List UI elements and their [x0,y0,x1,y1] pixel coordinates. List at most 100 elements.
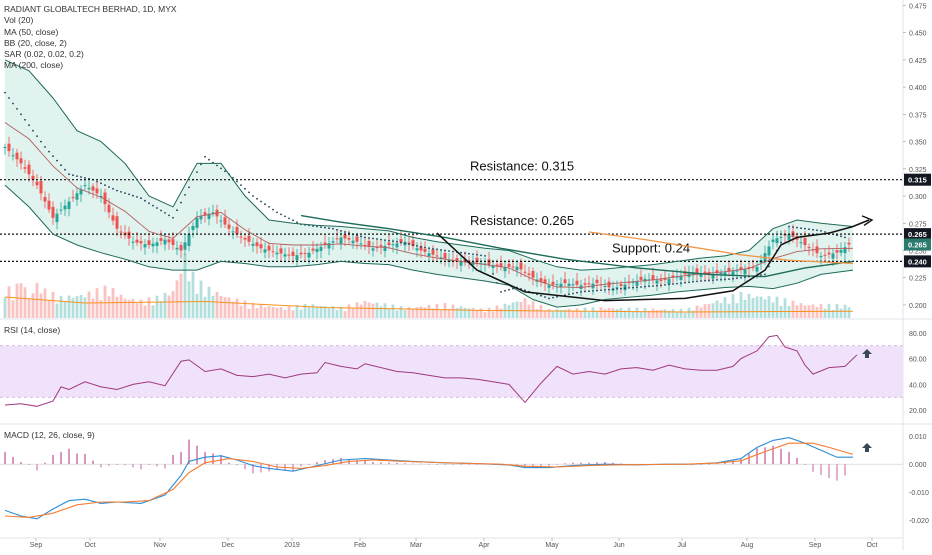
sar-dot [704,279,706,282]
sar-dot [256,197,258,200]
macd-histogram-bar [308,464,310,465]
volume-bar [315,306,319,318]
sar-dot [492,273,494,275]
candle-body [767,246,771,256]
sar-dot [292,219,294,222]
candle-body [79,189,83,195]
volume-bar [367,302,371,318]
candle-body [207,213,211,219]
volume-bar [755,296,759,318]
candle-body [731,271,735,275]
volume-bar [595,310,599,318]
macd-histogram-bar [724,462,726,465]
symbol-title[interactable]: RADIANT GLOBALTECH BERHAD, 1D, MYX [4,4,177,14]
candle-body [343,234,347,239]
volume-bar [707,304,711,318]
sar-dot [280,213,282,216]
candle-body [715,270,719,274]
sar-dot [108,186,110,188]
volume-bar [543,311,547,318]
volume-bar [679,308,683,318]
price-tick-label: 0.250 [909,248,927,255]
volume-bar [415,307,419,318]
sar-dot [816,229,818,232]
volume-bar [611,308,615,318]
sar-dot [32,129,34,132]
candle-body [563,279,567,284]
volume-bar [327,308,331,318]
sar-dot [168,214,170,217]
macd-histogram-bar [228,462,230,465]
volume-bar [655,310,659,318]
volume-bar [799,303,803,318]
candle-body [255,242,259,247]
volume-bar [195,293,199,318]
macd-histogram-bar [452,464,454,465]
sar-dot [20,113,22,116]
candle-body [323,242,327,245]
candle-body [551,281,555,285]
sar-dot [684,281,686,284]
volume-bar [479,308,483,318]
price-tick-label: 0.200 [909,303,927,310]
sar-dot [156,207,158,209]
indicator-bb-label[interactable]: BB (20, close, 2) [4,37,67,48]
macd-histogram-bar [548,464,550,466]
sar-dot [320,226,322,229]
macd-histogram-bar [52,455,54,465]
sar-dot [40,140,42,143]
candle-body [315,248,319,253]
sar-dot [620,287,622,290]
indicator-vol-label[interactable]: Vol (20) [4,15,34,26]
candle-body [539,278,543,282]
candle-body [331,241,335,243]
rsi-legend[interactable]: RSI (14, close) [4,325,61,335]
indicator-ma200-label[interactable]: MA (200, close) [4,60,64,71]
candle-body [159,238,163,241]
sar-dot [644,285,646,288]
candle-body [311,248,315,251]
sar-dot [624,287,626,290]
candle-body [511,266,515,268]
sar-dot [460,251,462,254]
macd-legend[interactable]: MACD (12, 26, close, 9) [4,430,95,440]
price-tick-label: 0.475 [909,3,927,10]
candle-body [559,283,563,288]
sar-dot [648,285,650,288]
macd-histogram-bar [316,462,318,465]
volume-bar [339,306,343,318]
candle-body [603,285,607,287]
sar-dot [668,283,670,286]
macd-histogram-bar [236,464,238,466]
volume-bar [267,306,271,318]
price-badge-label: 0.315 [908,176,927,185]
candle-body [195,217,199,228]
candle-body [663,278,667,280]
volume-bar [147,297,151,318]
volume-bar [375,302,379,318]
volume-bar [747,293,751,318]
indicator-ma50-label[interactable]: MA (50, close) [4,26,59,37]
macd-histogram-bar [396,462,398,465]
candle-body [607,281,611,288]
macd-histogram-bar [764,447,766,465]
candle-body [327,243,331,249]
candle-body [211,212,215,214]
volume-bar [743,299,747,318]
macd-histogram-bar [844,464,846,476]
price-badge [904,255,931,268]
macd-histogram-bar [604,462,606,465]
candle-body [815,246,819,254]
price-tick-label: 0.400 [909,85,927,92]
volume-bar [15,283,19,318]
sar-dot [708,279,710,282]
macd-up-arrow-icon [862,443,872,452]
indicator-sar-label[interactable]: SAR (0.02, 0.02, 0.2) [4,49,84,60]
sar-dot [244,187,246,190]
volume-bar [675,311,679,318]
volume-bar [307,307,311,318]
volume-bar [459,306,463,318]
sar-dot [580,291,582,293]
volume-bar [107,296,111,318]
